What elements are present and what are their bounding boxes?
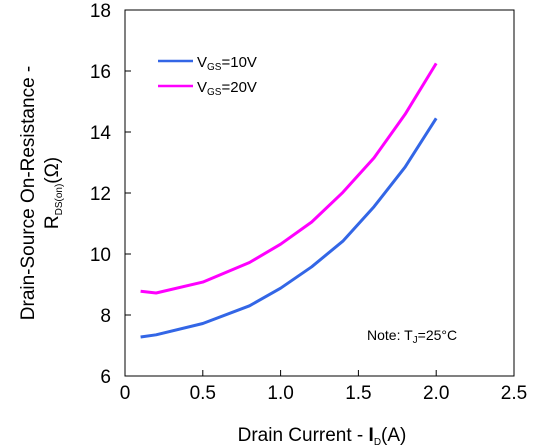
y-axis-title-line1: Drain-Source On-Resistance - (18, 66, 39, 320)
y-tick-label: 18 (90, 1, 111, 22)
legend: VGS=10V VGS=20V (158, 54, 257, 98)
y-tick-label: 12 (90, 184, 111, 205)
y-tick-label: 14 (90, 123, 112, 144)
x-tick-label: 1.0 (267, 383, 293, 404)
series-line-vgs-10v (140, 117, 438, 339)
x-tick-label: 0 (120, 383, 131, 404)
y-tick-label: 16 (90, 62, 111, 83)
x-axis-title: Drain Current - ID(A) (238, 425, 407, 448)
x-tick-label: 0.5 (190, 383, 216, 404)
legend-label-vgs20: VGS=20V (197, 79, 257, 98)
note-annotation: Note: TJ=25°C (367, 327, 457, 346)
y-tick-label: 8 (100, 306, 111, 327)
y-tick-label: 10 (90, 245, 111, 266)
plot-area (124, 9, 515, 377)
y-tick-label: 6 (100, 367, 111, 388)
y-axis-title-line2: RDS(on)(Ω) (42, 157, 65, 229)
x-tick-label: 2.5 (501, 383, 527, 404)
series-line-vgs-20v (140, 62, 438, 295)
x-tick-label: 1.5 (345, 383, 371, 404)
x-tick-label: 2.0 (423, 383, 449, 404)
legend-label-vgs10: VGS=10V (197, 54, 257, 73)
